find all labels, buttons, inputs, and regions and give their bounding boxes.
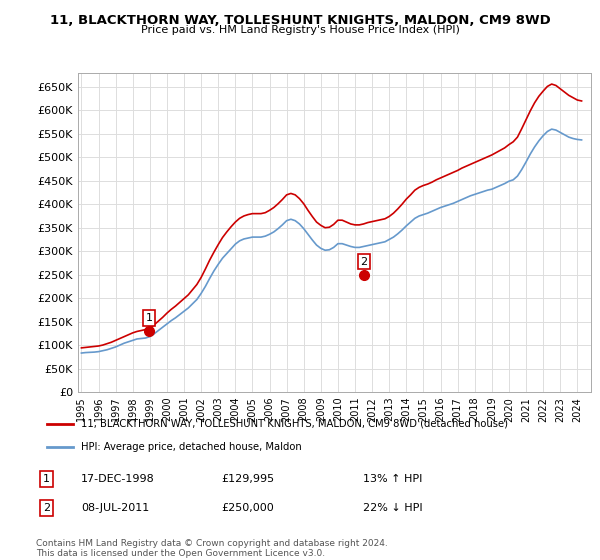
Text: 1: 1	[146, 313, 152, 323]
Text: 11, BLACKTHORN WAY, TOLLESHUNT KNIGHTS, MALDON, CM9 8WD: 11, BLACKTHORN WAY, TOLLESHUNT KNIGHTS, …	[50, 14, 550, 27]
Text: 22% ↓ HPI: 22% ↓ HPI	[364, 503, 423, 513]
Text: 2: 2	[361, 256, 367, 267]
Text: 11, BLACKTHORN WAY, TOLLESHUNT KNIGHTS, MALDON, CM9 8WD (detached house): 11, BLACKTHORN WAY, TOLLESHUNT KNIGHTS, …	[81, 419, 508, 429]
Text: 17-DEC-1998: 17-DEC-1998	[81, 474, 155, 484]
Text: £250,000: £250,000	[221, 503, 274, 513]
Text: HPI: Average price, detached house, Maldon: HPI: Average price, detached house, Mald…	[81, 442, 302, 452]
Text: 2: 2	[43, 503, 50, 513]
Text: 13% ↑ HPI: 13% ↑ HPI	[364, 474, 423, 484]
Text: Price paid vs. HM Land Registry's House Price Index (HPI): Price paid vs. HM Land Registry's House …	[140, 25, 460, 35]
Text: 08-JUL-2011: 08-JUL-2011	[81, 503, 149, 513]
Text: Contains HM Land Registry data © Crown copyright and database right 2024.
This d: Contains HM Land Registry data © Crown c…	[36, 539, 388, 558]
Text: 1: 1	[43, 474, 50, 484]
Text: £129,995: £129,995	[221, 474, 274, 484]
